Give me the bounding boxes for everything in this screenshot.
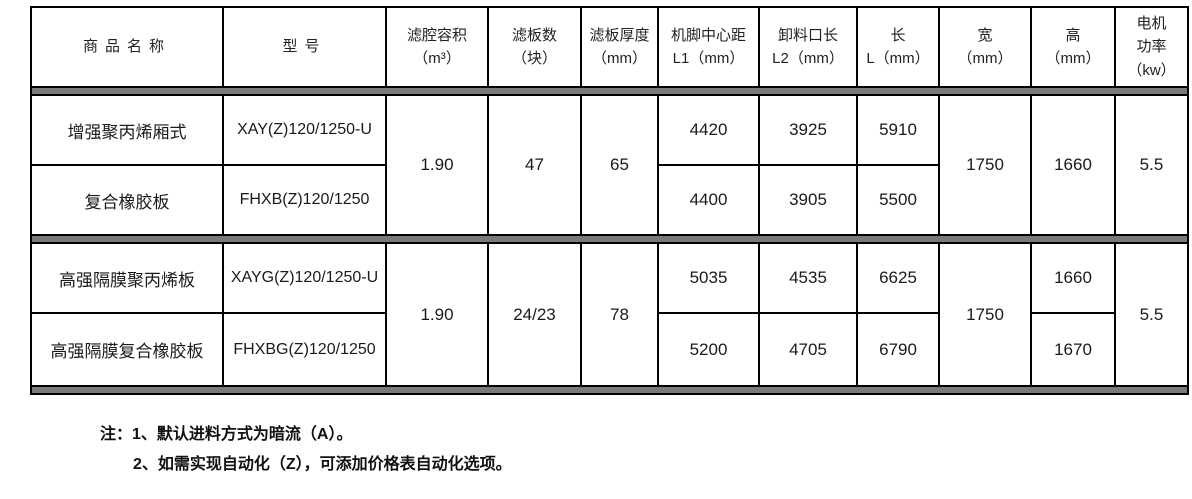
- chamber-volume-cell: 1.90: [385, 94, 489, 236]
- model-cell: XAYG(Z)120/1250-U: [222, 242, 387, 314]
- table-row: 增强聚丙烯厢式 XAY(Z)120/1250-U 1.90 47 65 4420…: [30, 94, 1189, 236]
- l2-cell: 3925: [758, 94, 858, 166]
- height-cell: 1660: [1030, 94, 1116, 236]
- motor-power-cell: 5.5: [1114, 242, 1189, 387]
- height-cell: 1660: [1030, 242, 1116, 314]
- separator-row: [30, 234, 1189, 244]
- product-name-cell: 增强聚丙烯厢式: [30, 94, 224, 166]
- col-header-motor-power: 电机 功率 （kw）: [1114, 6, 1189, 88]
- table-row: 高强隔膜复合橡胶板 FHXBG(Z)120/1250 5200 4705 679…: [30, 312, 1188, 387]
- model-cell: XAY(Z)120/1250-U: [222, 94, 387, 166]
- plate-thickness-cell: 65: [580, 94, 659, 236]
- l1-cell: 4420: [657, 94, 760, 166]
- table-row: 复合橡胶板 FHXB(Z)120/1250 4400 3905 5500: [30, 164, 1188, 236]
- product-name-cell: 高强隔膜聚丙烯板: [30, 242, 224, 314]
- table-row: 高强隔膜聚丙烯板 XAYG(Z)120/1250-U 1.90 24/23 78…: [30, 242, 1189, 387]
- col-header-model: 型号: [222, 6, 387, 88]
- col-header-discharge-port-length-l2: 卸料口长 L2（mm）: [758, 6, 858, 88]
- width-cell: 1750: [938, 242, 1032, 387]
- height-cell: 1670: [1030, 312, 1116, 387]
- length-cell: 6790: [856, 312, 940, 387]
- separator-bar: [30, 86, 1189, 96]
- l2-cell: 3905: [758, 164, 858, 236]
- col-header-product-name: 商品名称: [30, 6, 224, 88]
- length-cell: 5500: [856, 164, 940, 236]
- footnote-line: 注：1、默认进料方式为暗流（A）。: [100, 426, 353, 443]
- motor-power-cell: 5.5: [1114, 94, 1189, 236]
- model-cell: FHXBG(Z)120/1250: [222, 312, 387, 387]
- footnote-line: 2、如需实现自动化（Z），可添加价格表自动化选项。: [133, 456, 512, 473]
- separator-row: [30, 385, 1189, 395]
- length-cell: 5910: [856, 94, 940, 166]
- col-header-foot-center-distance-l1: 机脚中心距 L1（mm）: [657, 6, 760, 88]
- product-name-cell: 复合橡胶板: [30, 164, 224, 236]
- l2-cell: 4535: [758, 242, 858, 314]
- plate-count-cell: 47: [487, 94, 582, 236]
- separator-row: [30, 86, 1189, 96]
- l1-cell: 4400: [657, 164, 760, 236]
- plate-thickness-cell: 78: [580, 242, 659, 387]
- footnotes: 注：1、默认进料方式为暗流（A）。 2、如需实现自动化（Z），可添加价格表自动化…: [100, 420, 512, 480]
- col-header-plate-thickness: 滤板厚度 （mm）: [580, 6, 659, 88]
- col-header-height: 高 （mm）: [1030, 6, 1116, 88]
- separator-bar: [30, 385, 1189, 395]
- col-header-length-l: 长 L（mm）: [856, 6, 940, 88]
- l1-cell: 5035: [657, 242, 760, 314]
- length-cell: 6625: [856, 242, 940, 314]
- spec-table: 商品名称 型号 滤腔容积 （m³） 滤板数 （块） 滤板厚度 （mm） 机脚中心…: [30, 6, 1189, 395]
- l2-cell: 4705: [758, 312, 858, 387]
- col-header-width: 宽 （mm）: [938, 6, 1032, 88]
- model-cell: FHXB(Z)120/1250: [222, 164, 387, 236]
- plate-count-cell: 24/23: [487, 242, 582, 387]
- col-header-chamber-volume: 滤腔容积 （m³）: [385, 6, 489, 88]
- l1-cell: 5200: [657, 312, 760, 387]
- product-name-cell: 高强隔膜复合橡胶板: [30, 312, 224, 387]
- header-row: 商品名称 型号 滤腔容积 （m³） 滤板数 （块） 滤板厚度 （mm） 机脚中心…: [30, 6, 1189, 88]
- width-cell: 1750: [938, 94, 1032, 236]
- chamber-volume-cell: 1.90: [385, 242, 489, 387]
- separator-bar: [30, 234, 1189, 244]
- col-header-plate-count: 滤板数 （块）: [487, 6, 582, 88]
